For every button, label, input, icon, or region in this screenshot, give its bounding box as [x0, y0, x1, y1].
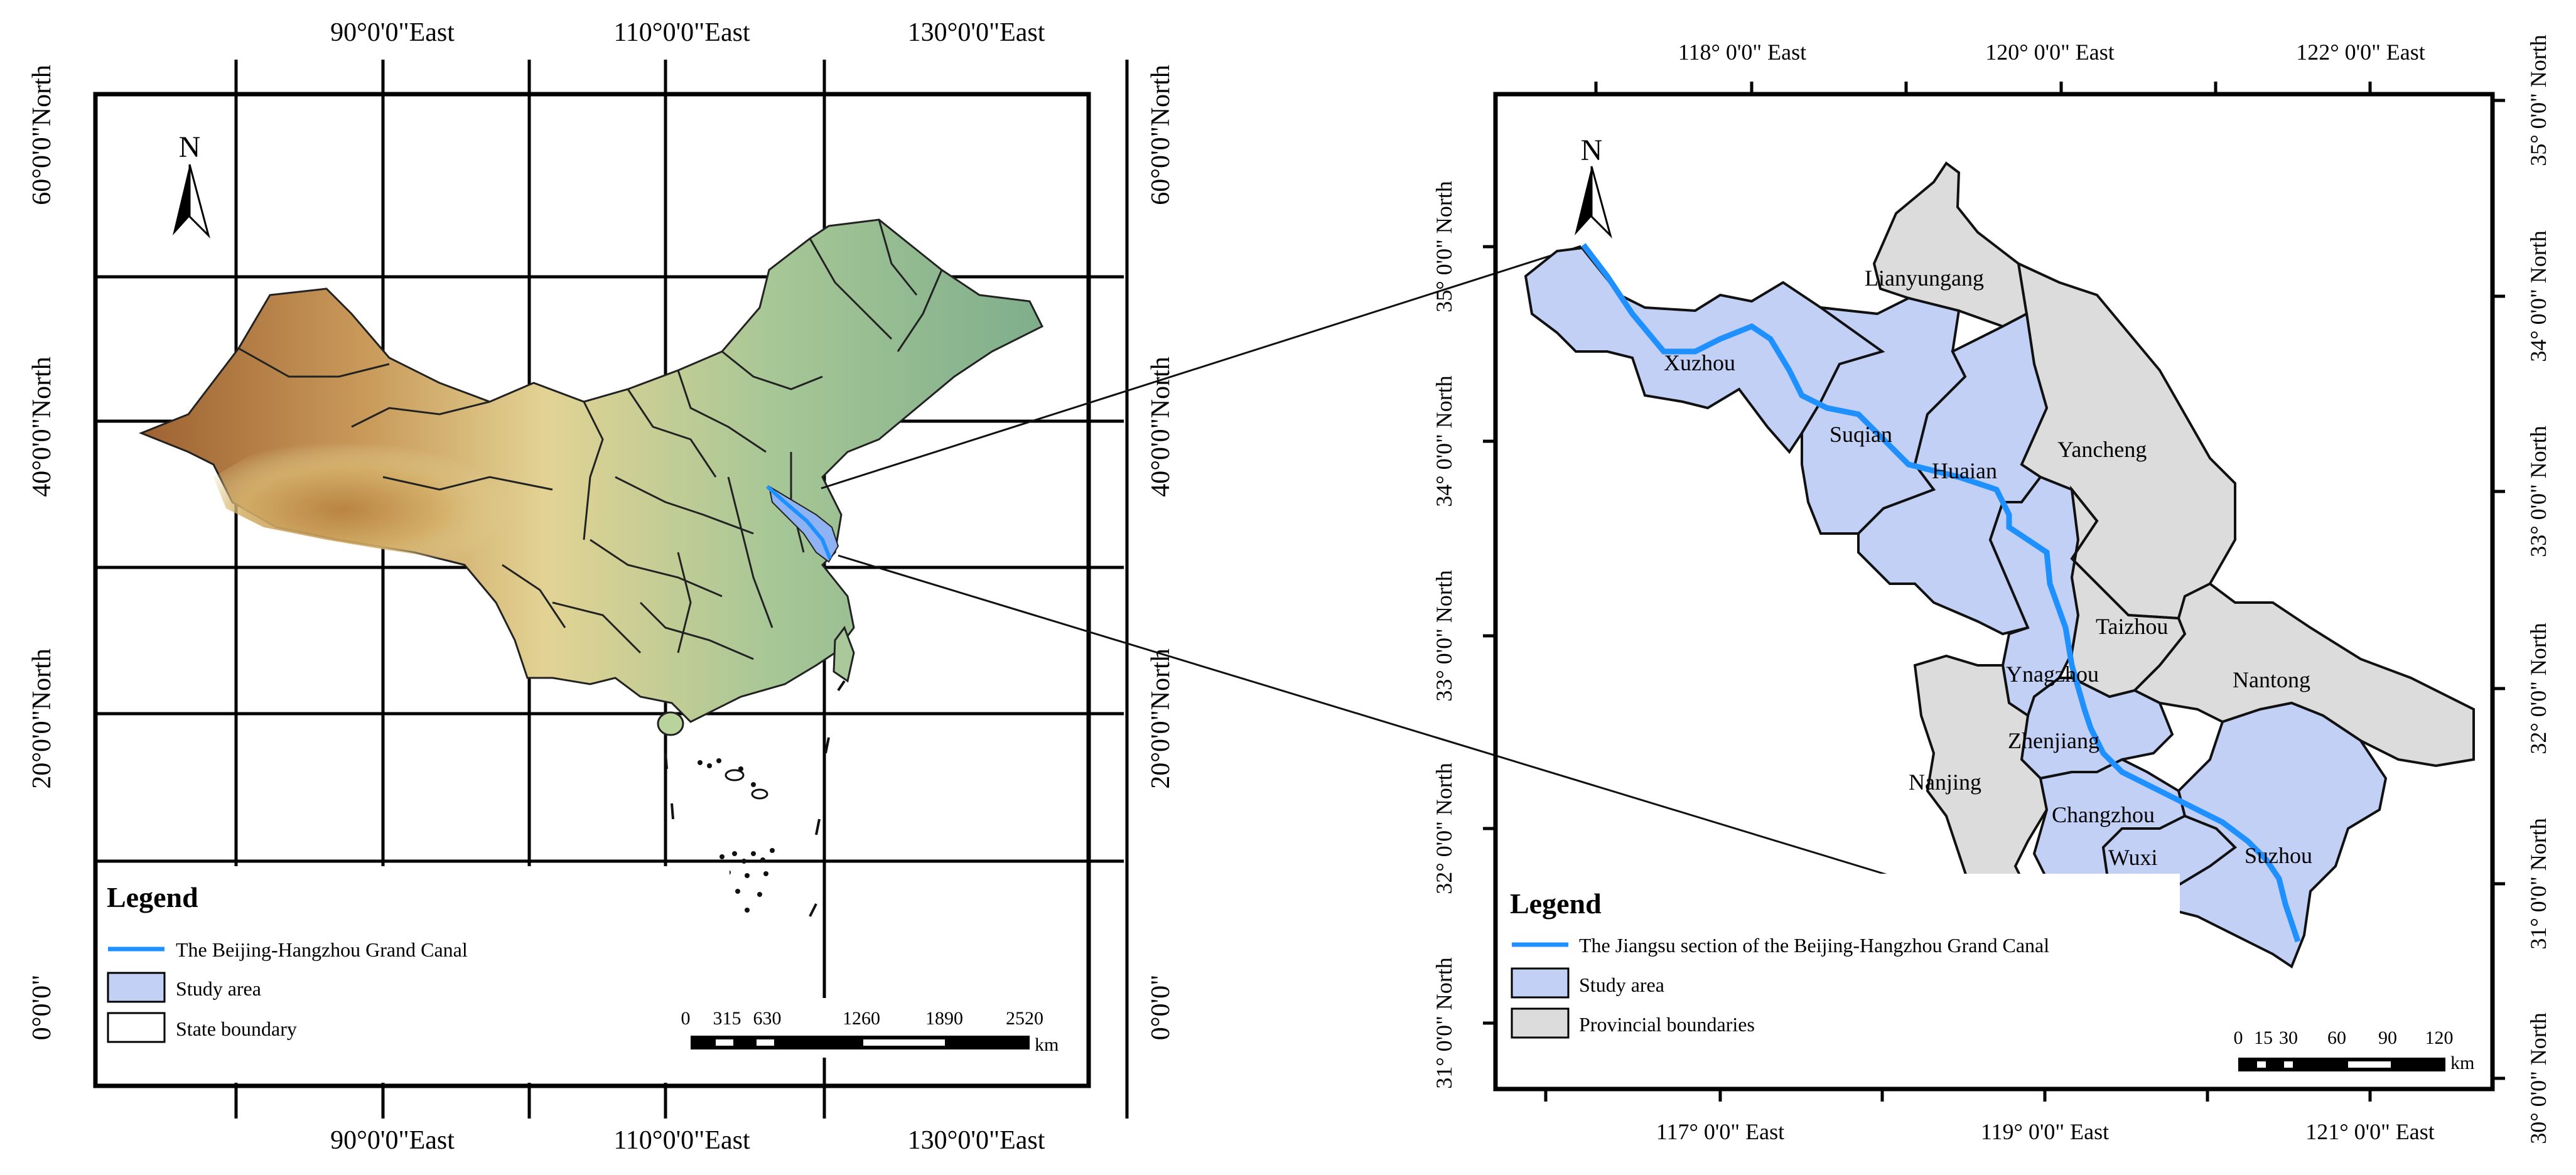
- left-left-label-1: 60°0'0"North: [28, 65, 57, 205]
- right-top-label-1: 118° 0'0" East: [1678, 40, 1806, 65]
- right-legend-title: Legend: [1510, 888, 1602, 920]
- left-scale-315: 315: [713, 1008, 741, 1029]
- left-legend-title: Legend: [107, 881, 198, 913]
- city-label-lianyungang: Lianyungang: [1865, 266, 1984, 291]
- scs-islands: [698, 758, 775, 913]
- city-label-suqian: Suqian: [1830, 422, 1892, 447]
- right-left-label-1: 35° 0'0" North: [1431, 181, 1457, 313]
- right-bottom-label-1: 117° 0'0" East: [1656, 1119, 1784, 1144]
- left-north-label: N: [179, 131, 201, 164]
- city-label-wuxi: Wuxi: [2108, 845, 2158, 870]
- left-legend: Legend The Beijing-Hangzhou Grand Canal …: [102, 866, 730, 1083]
- right-right-label-5: 31° 0'0" North: [2526, 818, 2551, 950]
- left-legend-state-label: State boundary: [176, 1017, 297, 1040]
- left-scale-unit: km: [1035, 1034, 1059, 1055]
- right-right-label-4: 32° 0'0" North: [2526, 623, 2551, 754]
- right-legend: Legend The Jiangsu section of the Beijin…: [1502, 874, 2180, 1062]
- left-right-label-4: 0°0'0": [1146, 975, 1175, 1041]
- right-scale-60: 60: [2327, 1027, 2346, 1048]
- city-label-yancheng: Yancheng: [2057, 437, 2147, 462]
- city-label-suzhou: Suzhou: [2245, 843, 2312, 868]
- right-scale-bar: 0 15 30 60 90 120 km: [2223, 1017, 2486, 1080]
- right-legend-prov-swatch: [1511, 1007, 1570, 1039]
- left-scale-0: 0: [681, 1008, 691, 1029]
- left-top-label-2: 110°0'0"East: [613, 18, 750, 47]
- right-left-label-5: 31° 0'0" North: [1431, 957, 1457, 1089]
- right-left-label-3: 33° 0'0" North: [1431, 570, 1457, 702]
- china-landmass: [138, 218, 1044, 952]
- right-left-label-4: 32° 0'0" North: [1431, 763, 1457, 894]
- right-left-label-2: 34° 0'0" North: [1431, 375, 1457, 507]
- left-right-label-3: 20°0'0"North: [1146, 648, 1175, 789]
- left-scale-1260: 1260: [843, 1008, 880, 1029]
- left-legend-canal-label: The Beijing-Hangzhou Grand Canal: [176, 938, 468, 961]
- left-top-label-1: 90°0'0"East: [330, 18, 455, 47]
- left-scale-2520: 2520: [1006, 1008, 1043, 1029]
- left-left-label-2: 40°0'0"North: [28, 357, 57, 497]
- left-bottom-label-2: 110°0'0"East: [613, 1126, 750, 1155]
- left-legend-state-swatch: [107, 1012, 166, 1043]
- city-label-zhenjiang: Zhenjiang: [2008, 728, 2099, 753]
- right-right-label-2: 34° 0'0" North: [2526, 230, 2551, 362]
- right-right-label-6: 30° 0'0" North: [2526, 1012, 2551, 1144]
- left-bottom-label-1: 90°0'0"East: [330, 1126, 455, 1155]
- left-left-label-4: 0°0'0": [28, 975, 57, 1041]
- province-nanjing: [1913, 654, 2049, 918]
- left-map-frame: [93, 92, 1091, 1088]
- province-lianyungang: [1872, 161, 2029, 328]
- left-canal: [766, 485, 832, 560]
- city-label-huaian: Huaian: [1932, 458, 1997, 483]
- left-right-label-1: 60°0'0"North: [1146, 65, 1175, 205]
- right-right-label-1: 35° 0'0" North: [2526, 35, 2551, 166]
- province-yangzhou: [1988, 475, 2080, 718]
- left-legend-study-label: Study area: [176, 977, 261, 1000]
- city-label-xuzhou: Xuzhou: [1664, 350, 1735, 375]
- right-legend-canal-label: The Jiangsu section of the Beijing-Hangz…: [1579, 934, 2049, 957]
- right-right-label-3: 33° 0'0" North: [2526, 426, 2551, 557]
- right-map: Lianyungang Xuzhou Suqian Huaian Yanchen…: [1431, 35, 2551, 1144]
- right-scale-90: 90: [2378, 1027, 2397, 1048]
- city-label-nantong: Nantong: [2233, 667, 2310, 692]
- right-scale-30: 30: [2279, 1027, 2298, 1048]
- right-canal: [1581, 243, 2301, 943]
- zoom-connectors: [821, 245, 1990, 907]
- left-scale-1890: 1890: [925, 1008, 963, 1029]
- right-bottom-label-2: 119° 0'0" East: [1981, 1119, 2109, 1144]
- left-bottom-label-3: 130°0'0"East: [908, 1126, 1045, 1155]
- right-bottom-label-3: 121° 0'0" East: [2305, 1119, 2435, 1144]
- left-left-label-3: 20°0'0"North: [28, 648, 57, 789]
- right-top-label-2: 120° 0'0" East: [1985, 40, 2115, 65]
- right-legend-study-label: Study area: [1579, 974, 1664, 996]
- right-legend-study-swatch: [1511, 967, 1570, 999]
- right-scale-unit: km: [2450, 1053, 2474, 1073]
- city-label-changzhou: Changzhou: [2052, 802, 2155, 827]
- right-scale-0: 0: [2234, 1027, 2243, 1048]
- right-north-arrow: N: [1575, 134, 1612, 239]
- left-scale-630: 630: [753, 1008, 782, 1029]
- right-legend-prov-label: Provincial boundaries: [1579, 1013, 1755, 1036]
- right-top-label-3: 122° 0'0" East: [2296, 40, 2425, 65]
- left-scale-bar: 0 315 630 1260 1890 2520 km: [681, 998, 1064, 1058]
- right-scale-120: 120: [2425, 1027, 2454, 1048]
- jiangsu-cities: [1524, 161, 2475, 969]
- city-label-nanjing: Nanjing: [1909, 770, 1981, 795]
- right-map-frame: [1493, 92, 2495, 1092]
- left-top-label-3: 130°0'0"East: [908, 18, 1045, 47]
- left-map: 90°0'0"East 110°0'0"East 130°0'0"East 90…: [28, 18, 1175, 1155]
- city-label-yangzhou: Ynagzhou: [2006, 662, 2099, 687]
- left-legend-study-swatch: [107, 972, 166, 1003]
- right-north-label: N: [1581, 134, 1603, 167]
- province-suzhou: [2164, 701, 2388, 969]
- right-scale-15: 15: [2254, 1027, 2273, 1048]
- left-north-arrow: N: [173, 131, 210, 239]
- city-label-taizhou: Taizhou: [2096, 614, 2168, 639]
